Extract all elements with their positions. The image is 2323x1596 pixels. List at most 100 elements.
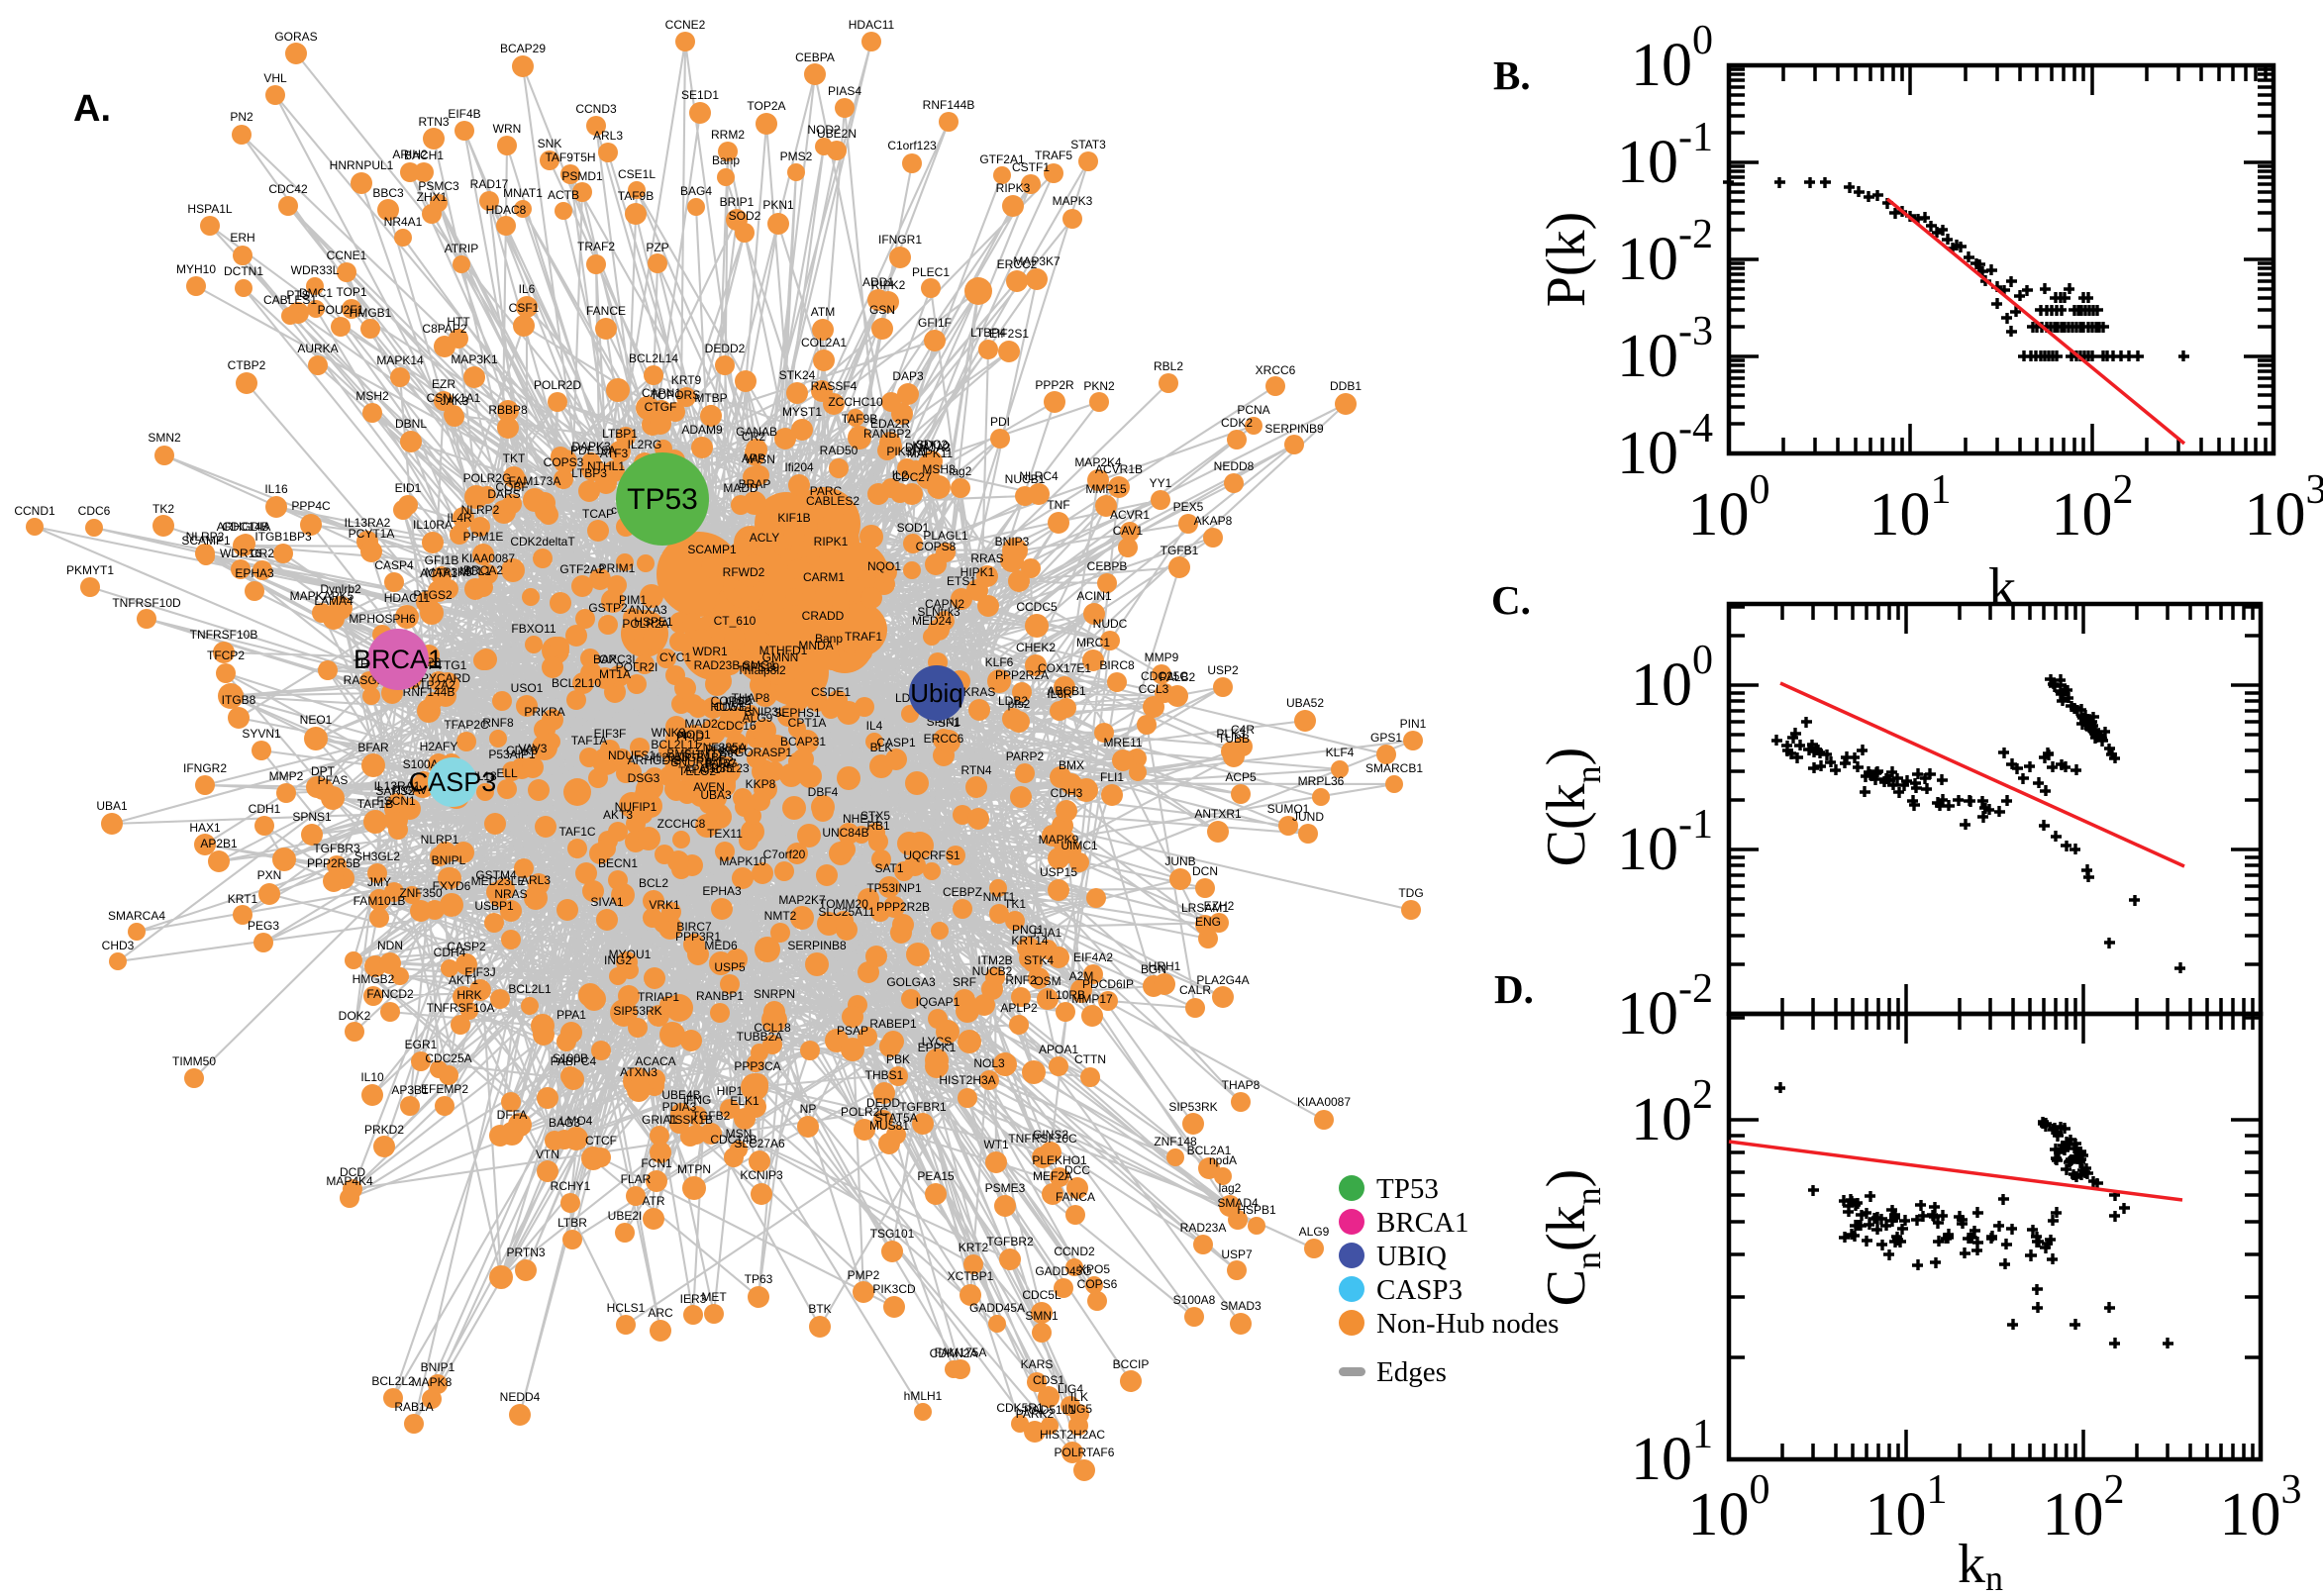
svg-text:GANAB: GANAB bbox=[736, 425, 777, 439]
svg-text:EPPK1: EPPK1 bbox=[918, 1041, 957, 1054]
svg-text:Ubiq: Ubiq bbox=[910, 678, 962, 708]
svg-text:JAK3: JAK3 bbox=[441, 394, 469, 408]
svg-text:STX5: STX5 bbox=[860, 809, 890, 823]
svg-text:JMY: JMY bbox=[367, 875, 391, 889]
svg-text:CDC5L: CDC5L bbox=[1022, 1288, 1061, 1302]
svg-text:BECN1: BECN1 bbox=[598, 856, 638, 870]
svg-text:PCNA: PCNA bbox=[1237, 403, 1269, 417]
svg-text:PDE10A: PDE10A bbox=[570, 444, 616, 457]
svg-text:TFAP2C: TFAP2C bbox=[444, 718, 489, 732]
svg-text:KIF1B: KIF1B bbox=[777, 511, 810, 525]
svg-text:SMAD4: SMAD4 bbox=[1217, 1196, 1259, 1210]
svg-text:ATM: ATM bbox=[811, 305, 835, 319]
svg-text:RNF8: RNF8 bbox=[482, 716, 514, 730]
svg-text:HAX1: HAX1 bbox=[189, 821, 221, 835]
svg-text:BIK: BIK bbox=[719, 746, 738, 759]
svg-text:USBP1: USBP1 bbox=[474, 899, 514, 913]
svg-text:XPO5: XPO5 bbox=[1078, 1262, 1110, 1276]
svg-text:RAD51L1: RAD51L1 bbox=[1024, 1403, 1075, 1417]
svg-text:GSTP2: GSTP2 bbox=[588, 601, 628, 615]
svg-text:PDCD6IP: PDCD6IP bbox=[1082, 977, 1134, 991]
svg-text:CDC16: CDC16 bbox=[717, 719, 757, 733]
svg-text:NUCB1: NUCB1 bbox=[1005, 472, 1046, 486]
svg-text:BRCA1: BRCA1 bbox=[354, 645, 443, 674]
svg-text:ARIH2: ARIH2 bbox=[392, 148, 428, 161]
svg-text:TP63: TP63 bbox=[745, 1272, 773, 1286]
svg-text:CDC25A: CDC25A bbox=[425, 1051, 471, 1065]
svg-text:MSN: MSN bbox=[726, 1127, 753, 1141]
svg-text:GFI1B: GFI1B bbox=[425, 553, 459, 567]
svg-text:MADD: MADD bbox=[723, 481, 758, 495]
svg-text:SERPINB8: SERPINB8 bbox=[787, 939, 847, 952]
svg-text:FLI1: FLI1 bbox=[1100, 770, 1124, 784]
svg-text:COPS8: COPS8 bbox=[916, 540, 957, 553]
svg-text:RNF144B: RNF144B bbox=[403, 685, 455, 699]
svg-text:NP: NP bbox=[800, 1102, 817, 1116]
svg-text:KRT14: KRT14 bbox=[1011, 934, 1048, 948]
svg-text:LRSAM1: LRSAM1 bbox=[1181, 901, 1229, 915]
svg-text:DEDD: DEDD bbox=[866, 1096, 900, 1110]
svg-text:RABEP1: RABEP1 bbox=[869, 1017, 917, 1031]
svg-text:PPP2R: PPP2R bbox=[1035, 378, 1074, 392]
svg-text:TRAF2: TRAF2 bbox=[577, 240, 615, 253]
svg-text:RASSF4: RASSF4 bbox=[811, 379, 858, 393]
svg-text:ING2: ING2 bbox=[604, 953, 632, 967]
svg-text:BIRC7: BIRC7 bbox=[676, 920, 712, 934]
svg-text:CDK8: CDK8 bbox=[506, 744, 538, 757]
svg-text:PPP3CA: PPP3CA bbox=[734, 1059, 780, 1073]
svg-text:USP15: USP15 bbox=[1040, 865, 1077, 879]
svg-text:IFNGR1: IFNGR1 bbox=[878, 233, 922, 247]
svg-text:RPS29: RPS29 bbox=[742, 660, 779, 674]
svg-text:CDC14B: CDC14B bbox=[222, 520, 268, 534]
svg-text:NEO1: NEO1 bbox=[300, 713, 333, 727]
svg-text:HIPK1: HIPK1 bbox=[960, 565, 995, 579]
svg-text:CDC6: CDC6 bbox=[78, 504, 111, 518]
svg-text:SIVA1: SIVA1 bbox=[590, 895, 623, 909]
svg-text:MRE11: MRE11 bbox=[1103, 736, 1142, 749]
svg-text:APLP2: APLP2 bbox=[1000, 1001, 1038, 1015]
svg-text:PMP2: PMP2 bbox=[848, 1268, 880, 1282]
svg-text:TCAP: TCAP bbox=[582, 507, 614, 521]
svg-text:BNIP1: BNIP1 bbox=[421, 1360, 455, 1374]
svg-text:FANCE: FANCE bbox=[586, 304, 626, 318]
svg-text:BRCA1: BRCA1 bbox=[1376, 1207, 1468, 1239]
svg-text:CDK5R1: CDK5R1 bbox=[996, 1401, 1044, 1415]
svg-text:MAPK3: MAPK3 bbox=[1053, 194, 1093, 208]
svg-text:STAT5A: STAT5A bbox=[874, 1111, 918, 1125]
svg-text:MMP9: MMP9 bbox=[1145, 650, 1179, 664]
svg-text:KRT9: KRT9 bbox=[671, 373, 702, 387]
svg-text:ITGB1BP3: ITGB1BP3 bbox=[254, 530, 312, 544]
svg-text:EIF3J: EIF3J bbox=[464, 965, 495, 979]
svg-text:IL13RA2: IL13RA2 bbox=[345, 516, 391, 530]
svg-text:ORC3L: ORC3L bbox=[599, 652, 639, 666]
svg-text:MAP3K1: MAP3K1 bbox=[451, 352, 498, 366]
svg-text:AVEN: AVEN bbox=[693, 780, 725, 794]
svg-text:DARS: DARS bbox=[487, 487, 520, 501]
svg-text:UBA1: UBA1 bbox=[96, 799, 128, 813]
svg-text:CALR: CALR bbox=[1179, 983, 1211, 997]
svg-text:ANXA3: ANXA3 bbox=[628, 603, 667, 617]
svg-text:SCAMP1: SCAMP1 bbox=[181, 534, 231, 548]
svg-text:POLR2G: POLR2G bbox=[463, 471, 512, 485]
svg-text:C4R: C4R bbox=[1231, 723, 1255, 737]
svg-text:BRCA2: BRCA2 bbox=[463, 563, 503, 577]
svg-text:RBL2: RBL2 bbox=[1154, 359, 1183, 373]
svg-text:D.: D. bbox=[1494, 966, 1534, 1012]
svg-text:MAPK8: MAPK8 bbox=[412, 1375, 453, 1389]
svg-text:hMLH1: hMLH1 bbox=[904, 1389, 943, 1403]
svg-text:ACTB: ACTB bbox=[548, 188, 579, 202]
svg-text:HSPE1: HSPE1 bbox=[634, 615, 673, 629]
svg-text:HIST2H2AC: HIST2H2AC bbox=[1040, 1428, 1105, 1442]
svg-text:CSF1: CSF1 bbox=[509, 301, 540, 315]
svg-text:PLA2G4A: PLA2G4A bbox=[1196, 973, 1249, 987]
svg-text:BTK: BTK bbox=[808, 1302, 831, 1316]
svg-text:NUFIP1: NUFIP1 bbox=[615, 800, 657, 814]
svg-text:SLC27A6: SLC27A6 bbox=[734, 1137, 785, 1150]
svg-text:SAT1: SAT1 bbox=[874, 861, 903, 875]
svg-text:NDUFS1: NDUFS1 bbox=[608, 748, 656, 762]
svg-text:TK1: TK1 bbox=[1004, 897, 1026, 911]
svg-text:PRKCH: PRKCH bbox=[705, 743, 747, 756]
svg-text:Non-Hub nodes: Non-Hub nodes bbox=[1376, 1308, 1559, 1340]
svg-text:ILK: ILK bbox=[1070, 1390, 1088, 1404]
svg-text:PPP2R5B: PPP2R5B bbox=[307, 856, 360, 870]
